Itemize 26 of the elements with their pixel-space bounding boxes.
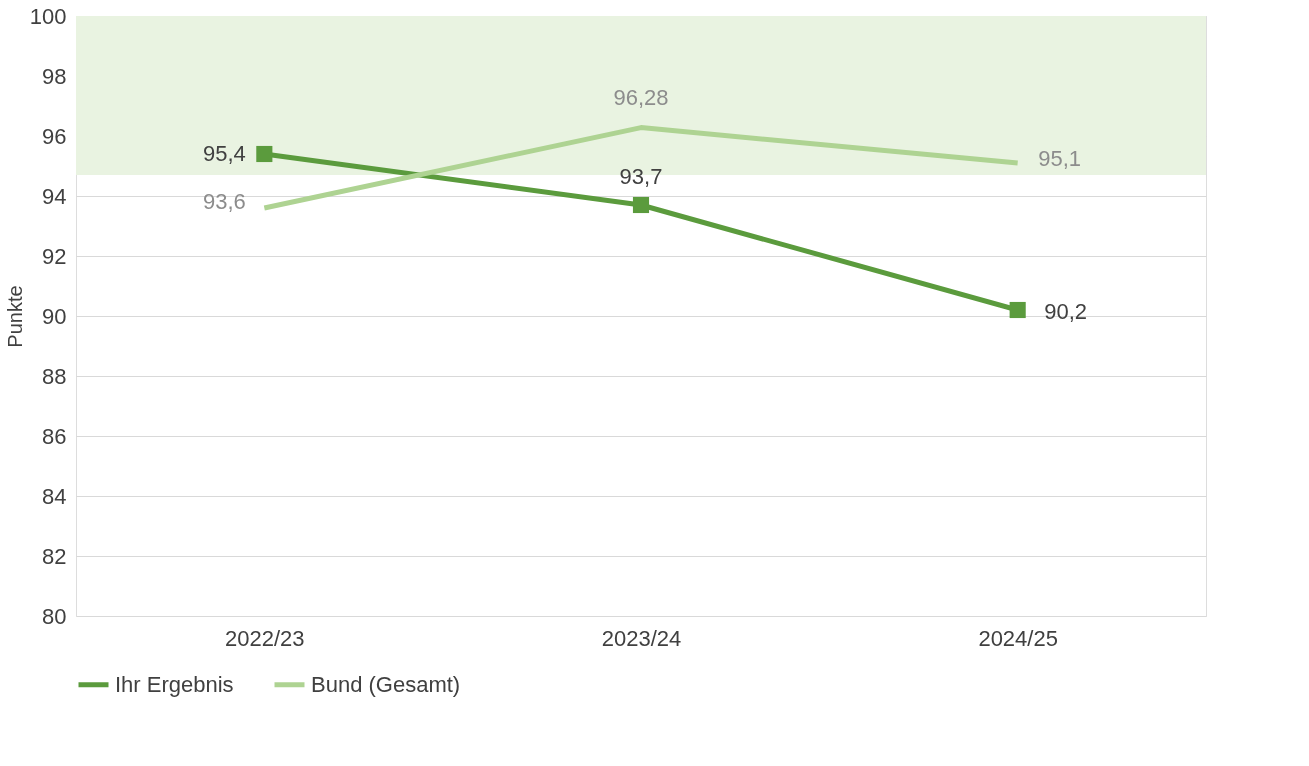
- y-tick-label: 90: [42, 303, 67, 329]
- y-tick-label: 86: [42, 423, 67, 449]
- y-tick-label: 98: [42, 63, 67, 89]
- point: [632, 196, 650, 214]
- y-axis-title: Punkte: [3, 285, 26, 348]
- y-tick-label: 82: [42, 543, 67, 569]
- data-label: 90,2: [1044, 299, 1088, 324]
- data-label: 93,6: [202, 189, 246, 214]
- y-tick-label: 96: [42, 123, 67, 149]
- data-label: 95,4: [202, 141, 246, 166]
- point: [1009, 301, 1026, 319]
- y-tick-label: 100: [29, 3, 67, 29]
- x-tick-label: 2023/24: [601, 625, 682, 651]
- x-tick-label: 2022/23: [225, 625, 305, 651]
- x-tick-label: 2024/25: [978, 625, 1058, 651]
- legend-label: Bund (Gesamt): [311, 671, 461, 697]
- data-label: 93,7: [619, 164, 663, 189]
- y-tick-label: 84: [42, 483, 67, 509]
- y-tick-label: 88: [42, 363, 67, 389]
- legend-label: Ihr Ergebnis: [115, 671, 234, 697]
- point: [256, 145, 273, 163]
- y-tick-label: 92: [42, 243, 67, 269]
- y-tick-label: 80: [42, 603, 67, 629]
- data-label: 96,28: [613, 84, 669, 110]
- data-label: 95,1: [1038, 146, 1082, 171]
- y-tick-label: 94: [42, 183, 67, 209]
